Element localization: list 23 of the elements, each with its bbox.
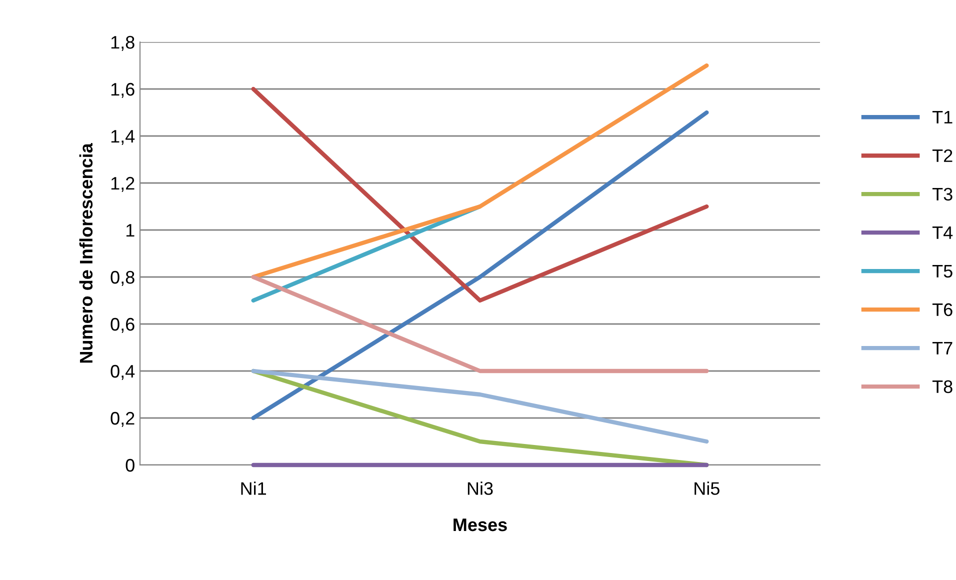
legend-label: T7	[932, 342, 952, 354]
y-tick-label: 0	[126, 458, 134, 472]
y-tick-label: 1,8	[111, 36, 134, 51]
y-tick-label: 1,2	[111, 176, 134, 192]
x-tick-label: Ni5	[694, 482, 720, 495]
y-tick-label: 0,4	[110, 364, 135, 380]
legend-label: T6	[932, 303, 952, 316]
legend-label: T1	[932, 111, 952, 124]
y-tick-label: 0,2	[110, 412, 134, 427]
x-axis-title: Meses	[454, 518, 507, 532]
y-tick-label: 0,8	[110, 270, 134, 286]
legend-label: T8	[932, 380, 952, 394]
y-axis-title: Numero de Inflorescencia	[79, 143, 93, 363]
y-tick-label: 1,6	[111, 82, 134, 98]
y-tick-label: 0,6	[110, 318, 134, 333]
y-tick-label: 1	[126, 224, 134, 237]
legend-label: T3	[932, 188, 952, 201]
y-tick-label: 1,4	[111, 130, 135, 145]
legend-label: T4	[932, 226, 953, 239]
legend-label: T2	[932, 149, 952, 162]
x-tick-label: Ni3	[468, 482, 493, 495]
x-tick-label: Ni1	[241, 482, 266, 495]
legend-label: T5	[932, 264, 952, 278]
